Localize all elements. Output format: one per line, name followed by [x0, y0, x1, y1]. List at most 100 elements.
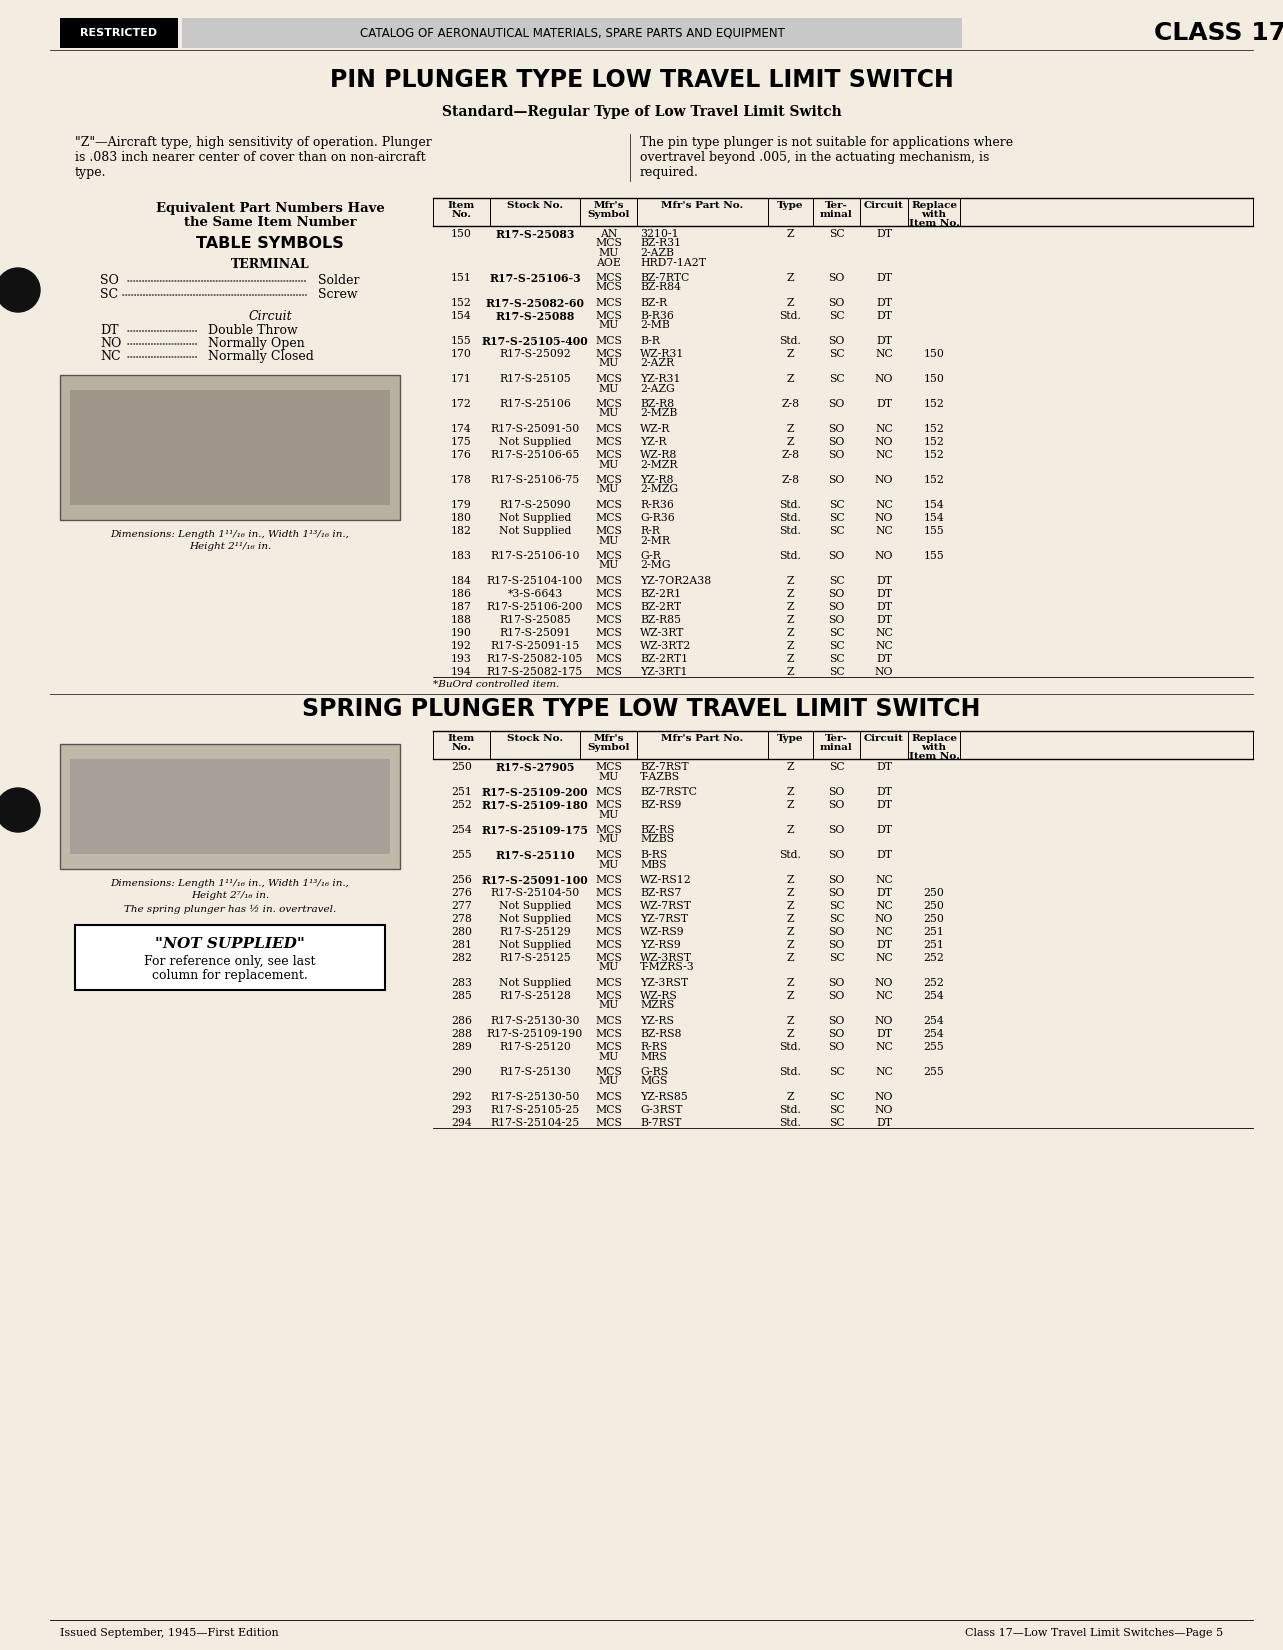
Text: 254: 254: [924, 992, 944, 1002]
Text: R17-S-25083: R17-S-25083: [495, 229, 575, 239]
Text: G-R: G-R: [640, 551, 661, 561]
Text: Std.: Std.: [780, 500, 802, 510]
Text: 2-MZG: 2-MZG: [640, 485, 679, 495]
Text: Item: Item: [448, 201, 475, 210]
Text: 152: 152: [924, 399, 944, 409]
Text: is .083 inch nearer center of cover than on non-aircraft: is .083 inch nearer center of cover than…: [74, 152, 426, 163]
Text: R17-S-25125: R17-S-25125: [499, 954, 571, 964]
Text: WZ-R8: WZ-R8: [640, 450, 677, 460]
Text: 2-MG: 2-MG: [640, 561, 671, 571]
Text: 276: 276: [452, 888, 472, 898]
Text: Z: Z: [786, 901, 794, 911]
Text: Std.: Std.: [780, 1106, 802, 1115]
Text: NC: NC: [875, 874, 893, 884]
Text: 251: 251: [924, 940, 944, 950]
Text: MCS: MCS: [595, 762, 622, 772]
Text: SC: SC: [829, 640, 844, 652]
Text: NO: NO: [875, 667, 893, 676]
Text: MZBS: MZBS: [640, 835, 674, 845]
Text: 154: 154: [924, 513, 944, 523]
Bar: [182, 18, 962, 48]
Text: BZ-RS8: BZ-RS8: [640, 1030, 681, 1040]
Text: R17-S-25091-50: R17-S-25091-50: [490, 424, 580, 434]
Text: NC: NC: [875, 526, 893, 536]
Text: Height 2¹¹/₁₆ in.: Height 2¹¹/₁₆ in.: [189, 541, 271, 551]
Text: RESTRICTED: RESTRICTED: [81, 28, 158, 38]
Text: MCS: MCS: [595, 888, 622, 898]
Text: MCS: MCS: [595, 667, 622, 676]
Text: Mfr's Part No.: Mfr's Part No.: [661, 201, 744, 210]
Text: Type: Type: [777, 201, 803, 210]
Text: R17-S-25130: R17-S-25130: [499, 1068, 571, 1077]
Text: MCS: MCS: [595, 1092, 622, 1102]
Text: 2-AZR: 2-AZR: [640, 358, 674, 368]
Text: Z: Z: [786, 667, 794, 676]
Text: 290: 290: [452, 1068, 472, 1077]
Text: No.: No.: [452, 210, 471, 219]
Circle shape: [0, 267, 40, 312]
Text: MU: MU: [598, 1051, 618, 1061]
Bar: [60, 18, 178, 48]
Text: MU: MU: [598, 835, 618, 845]
Text: YZ-RS9: YZ-RS9: [640, 940, 681, 950]
Text: SO: SO: [829, 450, 844, 460]
Text: 152: 152: [452, 299, 472, 309]
Text: column for replacement.: column for replacement.: [153, 969, 308, 982]
Text: Z: Z: [786, 576, 794, 586]
Text: Std.: Std.: [780, 310, 802, 322]
Text: R17-S-25105-25: R17-S-25105-25: [490, 1106, 580, 1115]
Text: BZ-2RT: BZ-2RT: [640, 602, 681, 612]
Text: NO: NO: [875, 1092, 893, 1102]
Text: NC: NC: [875, 450, 893, 460]
Text: 152: 152: [924, 437, 944, 447]
Text: R17-S-25104-50: R17-S-25104-50: [490, 888, 580, 898]
Text: DT: DT: [876, 615, 892, 625]
Text: 155: 155: [924, 551, 944, 561]
Text: 277: 277: [452, 901, 472, 911]
Text: DT: DT: [876, 337, 892, 346]
Text: Screw: Screw: [318, 289, 358, 300]
Text: SO: SO: [829, 602, 844, 612]
Text: MU: MU: [598, 1076, 618, 1086]
Text: R-RS: R-RS: [640, 1043, 667, 1053]
Text: Mfr's Part No.: Mfr's Part No.: [661, 734, 744, 742]
Text: MCS: MCS: [595, 978, 622, 988]
Text: Std.: Std.: [780, 1068, 802, 1077]
Text: DT: DT: [876, 825, 892, 835]
Text: with: with: [921, 210, 947, 219]
Text: 176: 176: [452, 450, 472, 460]
Text: MCS: MCS: [595, 615, 622, 625]
Text: NC: NC: [875, 424, 893, 434]
Text: 178: 178: [452, 475, 472, 485]
Text: Not Supplied: Not Supplied: [499, 526, 571, 536]
Text: 194: 194: [452, 667, 472, 676]
Text: Not Supplied: Not Supplied: [499, 437, 571, 447]
Text: CATALOG OF AERONAUTICAL MATERIALS, SPARE PARTS AND EQUIPMENT: CATALOG OF AERONAUTICAL MATERIALS, SPARE…: [359, 26, 784, 40]
Text: NO: NO: [875, 475, 893, 485]
Text: *BuOrd controlled item.: *BuOrd controlled item.: [432, 680, 559, 690]
Text: Z: Z: [786, 978, 794, 988]
Text: SC: SC: [829, 629, 844, 639]
Text: NC: NC: [100, 350, 121, 363]
Text: R17-S-25091-100: R17-S-25091-100: [481, 874, 589, 886]
Text: MU: MU: [598, 383, 618, 393]
Text: SO: SO: [829, 399, 844, 409]
Text: NO: NO: [875, 375, 893, 384]
Text: 150: 150: [452, 229, 472, 239]
Text: Symbol: Symbol: [588, 742, 630, 752]
Text: MU: MU: [598, 485, 618, 495]
Text: SC: SC: [829, 1106, 844, 1115]
Text: MCS: MCS: [595, 787, 622, 797]
Text: BZ-R8: BZ-R8: [640, 399, 674, 409]
Text: MCS: MCS: [595, 350, 622, 360]
Text: 3210-1: 3210-1: [640, 229, 679, 239]
Text: DT: DT: [876, 299, 892, 309]
Text: 2-AZG: 2-AZG: [640, 383, 675, 393]
Text: DT: DT: [876, 800, 892, 810]
Text: MCS: MCS: [595, 299, 622, 309]
Text: MU: MU: [598, 561, 618, 571]
Text: 155: 155: [924, 526, 944, 536]
Text: YZ-RS: YZ-RS: [640, 1016, 674, 1026]
Text: 180: 180: [452, 513, 472, 523]
Text: Circuit: Circuit: [863, 734, 905, 742]
